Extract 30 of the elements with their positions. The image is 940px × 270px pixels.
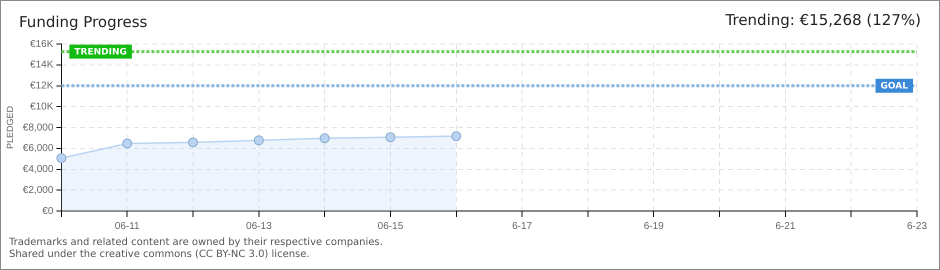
- x-tick-label: 6-19: [644, 220, 664, 232]
- text: Trending: €15,268 (127%): [726, 11, 921, 29]
- x-tick-label: 6-21: [775, 220, 796, 232]
- point: [451, 131, 462, 142]
- y-tick-label: €4,000: [22, 164, 54, 175]
- y-tick-label: €12K: [30, 80, 54, 92]
- y-tick-label: €2,000: [22, 184, 54, 196]
- point: [188, 137, 198, 148]
- text: Trademarks and related content are owned by their respective companies.: [9, 237, 383, 249]
- point: [254, 135, 264, 146]
- x-tick-label: 06-15: [378, 220, 404, 232]
- x-tick-label: 06-11: [114, 220, 140, 232]
- chart-title: Funding Progress: [19, 13, 148, 31]
- y-tick-label: €10K: [30, 101, 54, 112]
- ref-line-label: TRENDING: [74, 47, 127, 58]
- text: Shared under the creative commons (CC BY-NC 3.0) license.: [9, 249, 311, 261]
- y-tick-label: €6,000: [22, 143, 54, 154]
- point: [122, 138, 132, 148]
- x-tick-label: 06-13: [246, 220, 272, 232]
- point: [385, 132, 396, 142]
- y-tick-label: €16K: [30, 38, 54, 50]
- y-tick-label: €14K: [30, 60, 54, 71]
- ref-line-label: GOAL: [880, 82, 908, 92]
- x-tick-label: 6-23: [906, 220, 928, 232]
- point: [320, 133, 330, 144]
- x-tick-label: 6-17: [512, 220, 533, 232]
- y-axis-title: PLEDGED: [4, 105, 15, 150]
- y-tick-label: €0: [42, 206, 54, 217]
- point: [56, 153, 66, 164]
- y-tick-label: €8,000: [22, 122, 54, 134]
